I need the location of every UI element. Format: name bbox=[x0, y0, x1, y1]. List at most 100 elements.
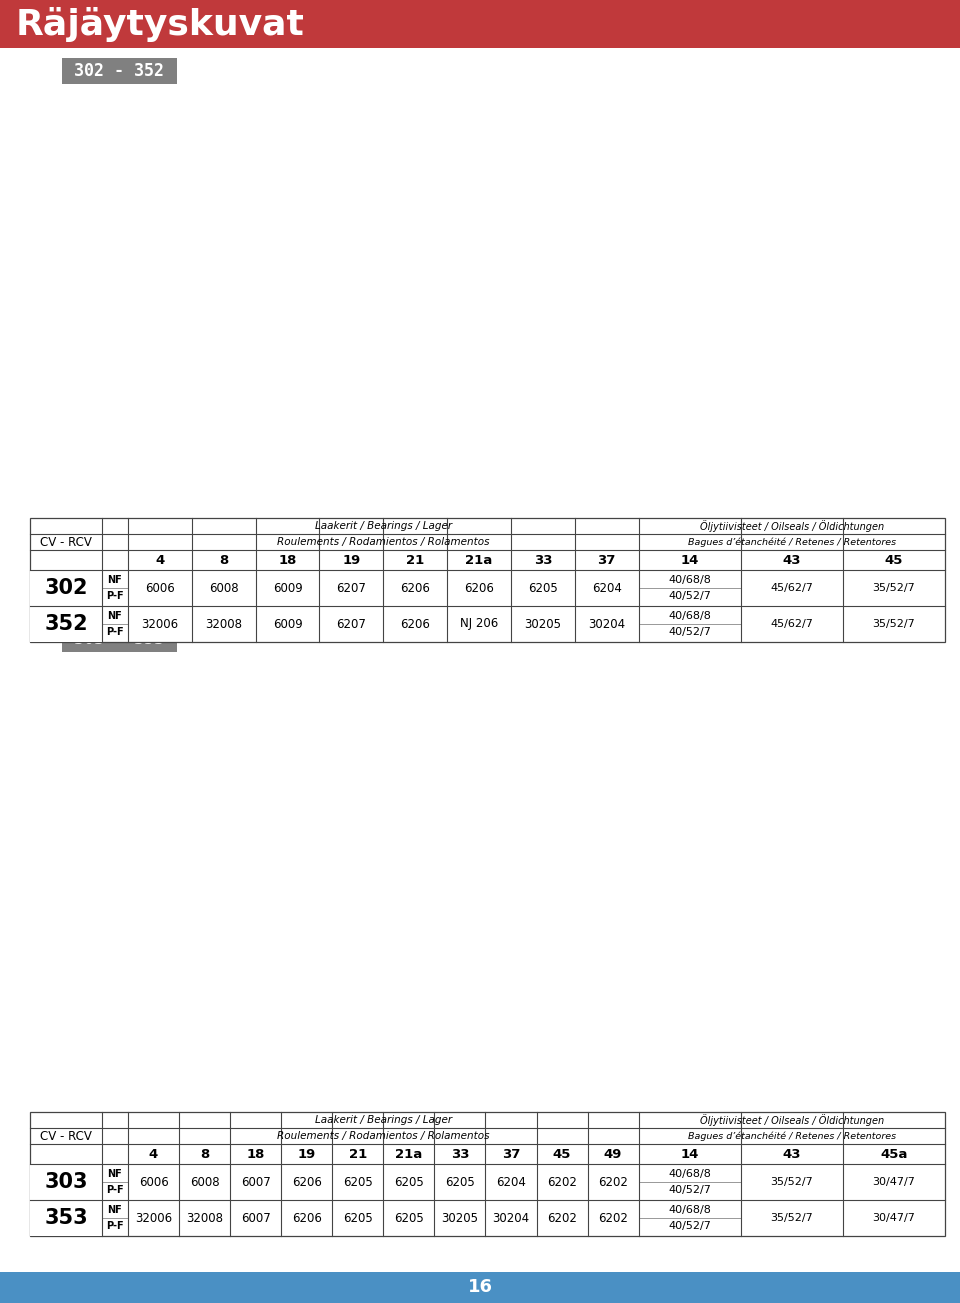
Text: NF: NF bbox=[108, 1205, 122, 1214]
Text: 37: 37 bbox=[597, 554, 616, 567]
Text: 6206: 6206 bbox=[400, 618, 430, 631]
Text: 6202: 6202 bbox=[598, 1212, 628, 1225]
Text: 8: 8 bbox=[219, 554, 228, 567]
Text: 32006: 32006 bbox=[141, 618, 179, 631]
Text: P-F: P-F bbox=[107, 1221, 124, 1231]
Text: 303: 303 bbox=[44, 1171, 87, 1192]
Text: 6007: 6007 bbox=[241, 1212, 271, 1225]
Bar bbox=[30, 606, 102, 642]
Text: 45/62/7: 45/62/7 bbox=[770, 619, 813, 629]
Text: 6207: 6207 bbox=[336, 581, 367, 594]
Text: 40/52/7: 40/52/7 bbox=[668, 1184, 711, 1195]
Text: 6205: 6205 bbox=[343, 1212, 372, 1225]
Text: 45: 45 bbox=[553, 1148, 571, 1161]
Text: 302: 302 bbox=[44, 579, 87, 598]
Text: Öljytiivisteet / Oilseals / Öldichtungen: Öljytiivisteet / Oilseals / Öldichtungen bbox=[700, 1114, 884, 1126]
Text: 352: 352 bbox=[44, 614, 87, 635]
Text: 32006: 32006 bbox=[135, 1212, 172, 1225]
Text: 32008: 32008 bbox=[186, 1212, 223, 1225]
Text: 6006: 6006 bbox=[138, 1175, 168, 1188]
Bar bbox=[0, 0, 960, 48]
Text: Öljytiivisteet / Oilseals / Öldichtungen: Öljytiivisteet / Oilseals / Öldichtungen bbox=[700, 520, 884, 532]
Text: 4: 4 bbox=[156, 554, 164, 567]
Text: 37: 37 bbox=[502, 1148, 520, 1161]
Text: 4: 4 bbox=[149, 1148, 158, 1161]
Text: 6202: 6202 bbox=[547, 1212, 577, 1225]
Text: 33: 33 bbox=[534, 554, 552, 567]
Text: 19: 19 bbox=[298, 1148, 316, 1161]
Text: 21: 21 bbox=[348, 1148, 367, 1161]
Text: 35/52/7: 35/52/7 bbox=[873, 619, 915, 629]
Text: 19: 19 bbox=[343, 554, 361, 567]
Bar bbox=[30, 569, 102, 606]
Text: CV - RCV: CV - RCV bbox=[40, 536, 92, 549]
Text: 6205: 6205 bbox=[528, 581, 558, 594]
Text: NF: NF bbox=[108, 611, 122, 620]
Text: 6206: 6206 bbox=[292, 1212, 322, 1225]
Text: Räjäytyskuvat: Räjäytyskuvat bbox=[16, 7, 305, 42]
Text: 45/62/7: 45/62/7 bbox=[770, 582, 813, 593]
Text: 30205: 30205 bbox=[442, 1212, 478, 1225]
Text: Bagues d’étanchéité / Retenes / Retentores: Bagues d’étanchéité / Retenes / Retentor… bbox=[687, 537, 896, 547]
Text: 45: 45 bbox=[885, 554, 903, 567]
Text: 21a: 21a bbox=[396, 1148, 422, 1161]
Text: 30204: 30204 bbox=[492, 1212, 530, 1225]
Text: 40/68/8: 40/68/8 bbox=[668, 1169, 711, 1179]
Text: 303 - 353: 303 - 353 bbox=[75, 629, 164, 648]
Text: 40/52/7: 40/52/7 bbox=[668, 592, 711, 601]
Text: 43: 43 bbox=[782, 1148, 801, 1161]
Text: P-F: P-F bbox=[107, 627, 124, 637]
Text: 30205: 30205 bbox=[524, 618, 562, 631]
Text: 8: 8 bbox=[200, 1148, 209, 1161]
Text: 35/52/7: 35/52/7 bbox=[771, 1213, 813, 1224]
Text: 6205: 6205 bbox=[343, 1175, 372, 1188]
Text: 40/52/7: 40/52/7 bbox=[668, 627, 711, 637]
Bar bbox=[30, 1200, 102, 1237]
Text: Laakerit / Bearings / Lager: Laakerit / Bearings / Lager bbox=[315, 1115, 452, 1124]
Text: 6007: 6007 bbox=[241, 1175, 271, 1188]
Text: 18: 18 bbox=[247, 1148, 265, 1161]
Text: 6207: 6207 bbox=[336, 618, 367, 631]
Text: Roulements / Rodamientos / Rolamentos: Roulements / Rodamientos / Rolamentos bbox=[277, 1131, 490, 1141]
Text: 21: 21 bbox=[406, 554, 424, 567]
Bar bbox=[30, 1164, 102, 1200]
Text: 302 - 352: 302 - 352 bbox=[75, 63, 164, 79]
Text: 6206: 6206 bbox=[464, 581, 494, 594]
Text: NF: NF bbox=[108, 575, 122, 585]
Text: 40/68/8: 40/68/8 bbox=[668, 1205, 711, 1216]
Text: 40/52/7: 40/52/7 bbox=[668, 1221, 711, 1231]
Text: 6205: 6205 bbox=[445, 1175, 475, 1188]
Text: NF: NF bbox=[108, 1169, 122, 1179]
Text: 6202: 6202 bbox=[598, 1175, 628, 1188]
Text: 30/47/7: 30/47/7 bbox=[873, 1177, 916, 1187]
Text: 6204: 6204 bbox=[496, 1175, 526, 1188]
Text: 40/68/8: 40/68/8 bbox=[668, 611, 711, 622]
Text: 6006: 6006 bbox=[145, 581, 175, 594]
Text: Roulements / Rodamientos / Rolamentos: Roulements / Rodamientos / Rolamentos bbox=[277, 537, 490, 547]
Text: Laakerit / Bearings / Lager: Laakerit / Bearings / Lager bbox=[315, 521, 452, 532]
Text: 43: 43 bbox=[782, 554, 801, 567]
Text: 6206: 6206 bbox=[292, 1175, 322, 1188]
Text: 6008: 6008 bbox=[209, 581, 238, 594]
Text: 30/47/7: 30/47/7 bbox=[873, 1213, 916, 1224]
Text: 16: 16 bbox=[468, 1278, 492, 1296]
Bar bbox=[30, 1111, 945, 1237]
Text: 35/52/7: 35/52/7 bbox=[873, 582, 915, 593]
Text: 6008: 6008 bbox=[190, 1175, 220, 1188]
Text: CV - RCV: CV - RCV bbox=[40, 1130, 92, 1143]
Text: 6202: 6202 bbox=[547, 1175, 577, 1188]
Text: 45a: 45a bbox=[880, 1148, 907, 1161]
Text: 40/68/8: 40/68/8 bbox=[668, 575, 711, 585]
Text: 6009: 6009 bbox=[273, 618, 302, 631]
Text: P-F: P-F bbox=[107, 592, 124, 601]
Text: 6205: 6205 bbox=[394, 1175, 423, 1188]
Text: 353: 353 bbox=[44, 1208, 87, 1227]
Text: Bagues d’étanchéité / Retenes / Retentores: Bagues d’étanchéité / Retenes / Retentor… bbox=[687, 1131, 896, 1140]
Text: 18: 18 bbox=[278, 554, 297, 567]
Text: 21a: 21a bbox=[466, 554, 492, 567]
Text: 32008: 32008 bbox=[205, 618, 242, 631]
Text: 6204: 6204 bbox=[591, 581, 622, 594]
Text: 14: 14 bbox=[681, 554, 699, 567]
Text: P-F: P-F bbox=[107, 1186, 124, 1195]
Bar bbox=[30, 519, 945, 642]
